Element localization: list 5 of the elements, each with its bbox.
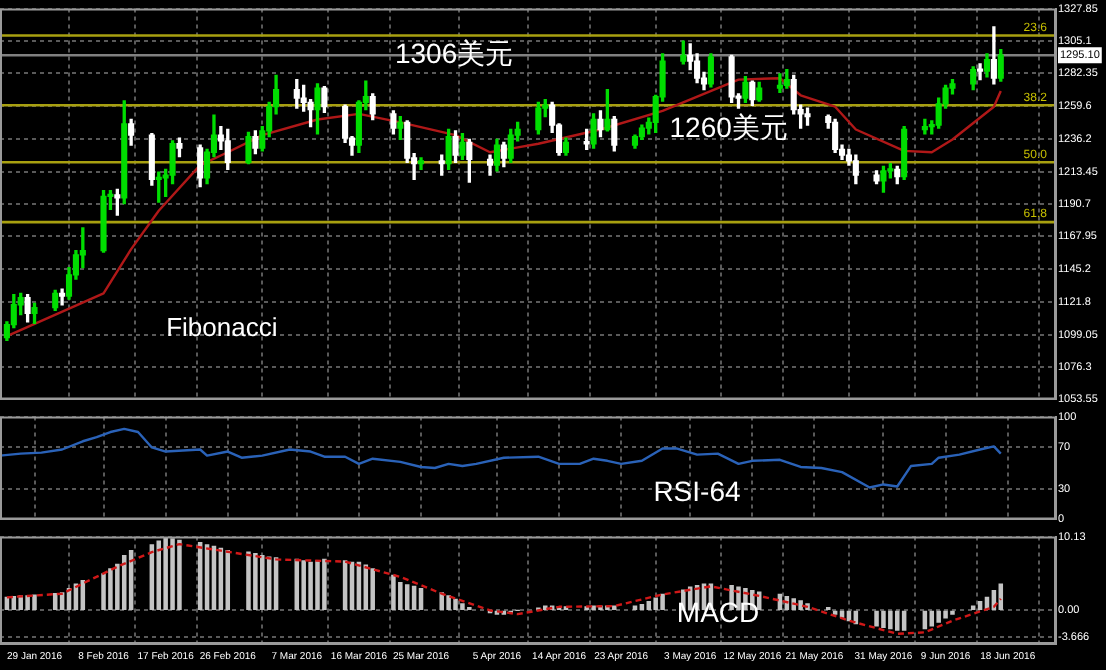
annotation: 1306美元 bbox=[394, 37, 514, 70]
annotation: Fibonacci bbox=[166, 312, 278, 343]
annotation: RSI-64 bbox=[653, 475, 741, 508]
annotation: 1260美元 bbox=[669, 111, 788, 144]
annotation: MACD bbox=[676, 595, 760, 628]
